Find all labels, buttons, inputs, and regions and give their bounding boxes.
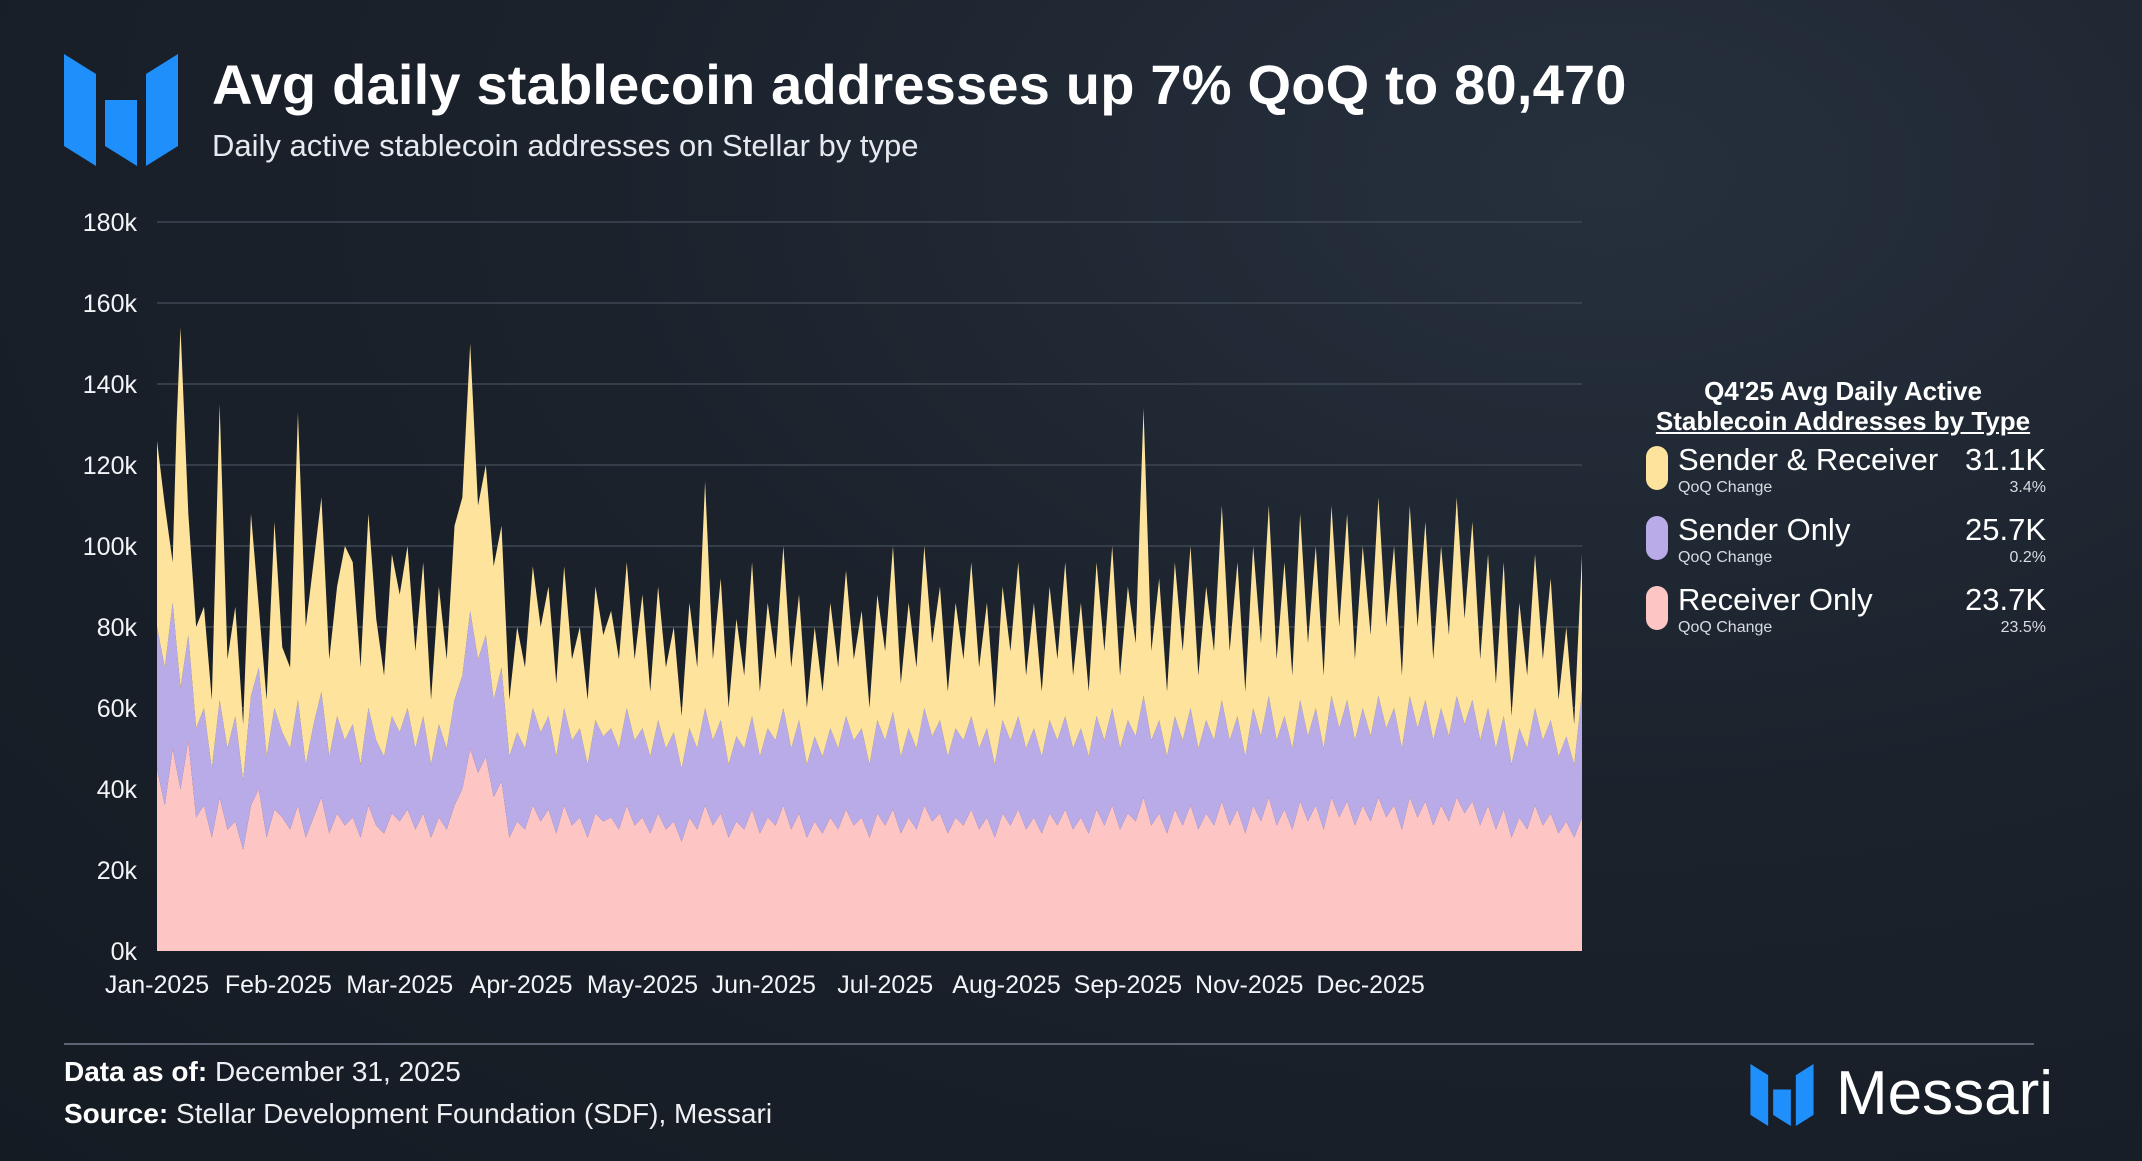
legend-item-change: 3.4% bbox=[2009, 479, 2046, 496]
legend-item-value: 25.7K bbox=[1964, 512, 2046, 547]
y-tick-label: 20k bbox=[97, 857, 138, 885]
y-tick-label: 60k bbox=[97, 695, 138, 723]
legend-item-sublabel: QoQ Change bbox=[1678, 479, 1773, 496]
source-line: Source: Stellar Development Foundation (… bbox=[64, 1098, 772, 1130]
legend-item-sublabel: QoQ Change bbox=[1678, 549, 1773, 566]
brand-lockup: Messari bbox=[1750, 1059, 2080, 1128]
legend-title: Q4'25 Avg Daily Active Stablecoin Addres… bbox=[1640, 376, 2046, 436]
y-axis-ticks: 0k 20k 40k 60k 80k 100k 120k 140k 160k 180k bbox=[83, 209, 138, 966]
legend-item-receiver-only: Receiver Only 23.7K QoQ Change 23.5% bbox=[1640, 582, 2046, 646]
x-tick-label: May-2025 bbox=[587, 971, 698, 999]
x-tick-label: Jul-2025 bbox=[837, 971, 933, 999]
legend-item-label: Sender Only bbox=[1678, 512, 1851, 547]
footer-divider bbox=[64, 1043, 2034, 1045]
y-tick-label: 80k bbox=[97, 614, 138, 642]
x-tick-label: Mar-2025 bbox=[346, 971, 453, 999]
legend-panel: Q4'25 Avg Daily Active Stablecoin Addres… bbox=[1640, 376, 2046, 646]
data-as-of-value: December 31, 2025 bbox=[214, 1056, 461, 1087]
legend-item-label: Sender & Receiver bbox=[1678, 442, 1939, 477]
legend-item-value: 23.7K bbox=[1964, 582, 2046, 617]
x-tick-label: Nov-2025 bbox=[1195, 971, 1303, 999]
data-as-of-label: Data as of: bbox=[64, 1056, 208, 1087]
y-tick-label: 120k bbox=[83, 452, 138, 480]
legend-item-change: 0.2% bbox=[2009, 549, 2046, 566]
legend-item-label: Receiver Only bbox=[1678, 582, 1873, 617]
y-tick-label: 40k bbox=[97, 776, 138, 804]
y-tick-label: 0k bbox=[111, 938, 138, 966]
area-sender-receiver bbox=[157, 327, 1582, 781]
legend-item-sender-receiver: Sender & Receiver 31.1K QoQ Change 3.4% bbox=[1640, 442, 2046, 506]
x-tick-label: Jun-2025 bbox=[712, 971, 816, 999]
x-tick-label: Feb-2025 bbox=[225, 971, 332, 999]
legend-item-sender-only: Sender Only 25.7K QoQ Change 0.2% bbox=[1640, 512, 2046, 576]
x-tick-label: Dec-2025 bbox=[1316, 971, 1424, 999]
x-tick-label: Aug-2025 bbox=[952, 971, 1060, 999]
area-sender-only bbox=[157, 602, 1582, 850]
legend-title-line2: Stablecoin Addresses by Type bbox=[1655, 406, 2031, 436]
y-tick-label: 160k bbox=[83, 290, 138, 318]
source-value: Stellar Development Foundation (SDF), Me… bbox=[176, 1098, 773, 1129]
legend-item-sublabel: QoQ Change bbox=[1678, 619, 1773, 636]
x-tick-label: Sep-2025 bbox=[1074, 971, 1182, 999]
page-subtitle: Daily active stablecoin addresses on Ste… bbox=[212, 128, 919, 163]
source-label: Source: bbox=[64, 1098, 169, 1129]
legend-item-value: 31.1K bbox=[1964, 442, 2046, 477]
y-tick-label: 140k bbox=[83, 371, 138, 399]
area-receiver-only bbox=[157, 740, 1582, 951]
legend-swatch bbox=[1646, 516, 1668, 560]
legend-swatch bbox=[1646, 446, 1668, 490]
messari-brand-icon bbox=[1750, 1064, 1814, 1126]
x-axis-ticks: Jan-2025 Feb-2025 Mar-2025 Apr-2025 May-2025… bbox=[105, 971, 1425, 999]
brand-name: Messari bbox=[1836, 1059, 2054, 1128]
chart-areas bbox=[157, 327, 1582, 951]
page-title: Avg daily stablecoin addresses up 7% QoQ… bbox=[212, 53, 1627, 116]
x-tick-label: Apr-2025 bbox=[470, 971, 573, 999]
legend-title-line1: Q4'25 Avg Daily Active bbox=[1704, 376, 1982, 406]
messari-logo-icon bbox=[64, 54, 178, 166]
y-tick-label: 100k bbox=[83, 533, 138, 561]
legend-swatch bbox=[1646, 586, 1668, 630]
x-tick-label: Jan-2025 bbox=[105, 971, 209, 999]
legend-item-change: 23.5% bbox=[2000, 619, 2046, 636]
y-tick-label: 180k bbox=[83, 209, 138, 237]
data-as-of: Data as of: December 31, 2025 bbox=[64, 1056, 461, 1088]
